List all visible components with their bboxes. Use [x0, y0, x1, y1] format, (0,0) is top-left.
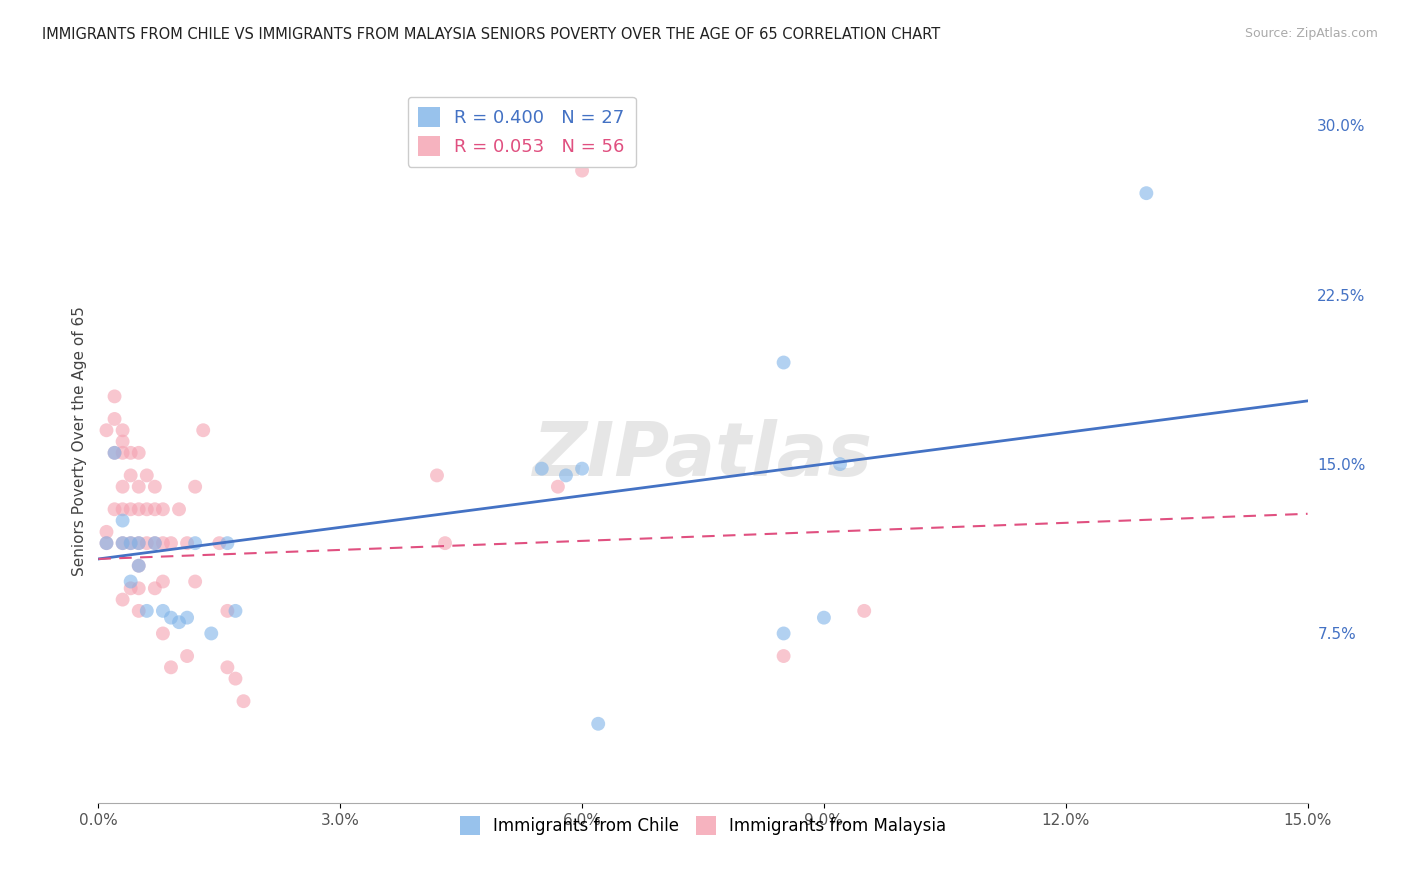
Point	[167, 615, 190, 630]
Point	[143, 502, 166, 516]
Point	[813, 610, 835, 624]
Point	[152, 502, 174, 516]
Point	[135, 536, 157, 550]
Point	[184, 536, 207, 550]
Point	[120, 446, 142, 460]
Point	[217, 660, 239, 674]
Point	[143, 536, 166, 550]
Point	[111, 536, 134, 550]
Point	[111, 480, 134, 494]
Point	[208, 536, 231, 550]
Point	[224, 604, 246, 618]
Point	[128, 558, 150, 573]
Point	[1135, 186, 1157, 201]
Text: Source: ZipAtlas.com: Source: ZipAtlas.com	[1244, 27, 1378, 40]
Point	[111, 536, 134, 550]
Point	[547, 480, 569, 494]
Point	[176, 648, 198, 663]
Point	[135, 604, 157, 618]
Text: ZIPatlas: ZIPatlas	[533, 419, 873, 492]
Point	[160, 536, 183, 550]
Point	[586, 716, 609, 731]
Point	[103, 389, 125, 403]
Point	[111, 502, 134, 516]
Y-axis label: Seniors Poverty Over the Age of 65: Seniors Poverty Over the Age of 65	[72, 307, 87, 576]
Point	[184, 480, 207, 494]
Point	[128, 446, 150, 460]
Point	[103, 412, 125, 426]
Point	[128, 536, 150, 550]
Point	[128, 582, 150, 596]
Point	[96, 536, 118, 550]
Point	[828, 457, 851, 471]
Point	[128, 604, 150, 618]
Point	[772, 355, 794, 369]
Point	[176, 536, 198, 550]
Point	[103, 446, 125, 460]
Point	[128, 558, 150, 573]
Point	[555, 468, 578, 483]
Point	[120, 536, 142, 550]
Point	[143, 582, 166, 596]
Legend: Immigrants from Chile, Immigrants from Malaysia: Immigrants from Chile, Immigrants from M…	[450, 806, 956, 845]
Point	[120, 468, 142, 483]
Point	[193, 423, 215, 437]
Point	[120, 582, 142, 596]
Point	[135, 502, 157, 516]
Point	[120, 536, 142, 550]
Point	[128, 536, 150, 550]
Point	[571, 461, 593, 475]
Point	[111, 423, 134, 437]
Point	[434, 536, 457, 550]
Point	[853, 604, 876, 618]
Point	[96, 524, 118, 539]
Point	[128, 480, 150, 494]
Point	[772, 626, 794, 640]
Point	[426, 468, 449, 483]
Point	[128, 502, 150, 516]
Point	[167, 502, 190, 516]
Point	[217, 536, 239, 550]
Point	[152, 604, 174, 618]
Point	[176, 610, 198, 624]
Point	[120, 574, 142, 589]
Point	[143, 480, 166, 494]
Point	[772, 648, 794, 663]
Point	[571, 163, 593, 178]
Point	[200, 626, 222, 640]
Point	[96, 423, 118, 437]
Point	[111, 592, 134, 607]
Point	[111, 446, 134, 460]
Point	[143, 536, 166, 550]
Point	[135, 468, 157, 483]
Point	[152, 536, 174, 550]
Text: IMMIGRANTS FROM CHILE VS IMMIGRANTS FROM MALAYSIA SENIORS POVERTY OVER THE AGE O: IMMIGRANTS FROM CHILE VS IMMIGRANTS FROM…	[42, 27, 941, 42]
Point	[232, 694, 254, 708]
Point	[224, 672, 246, 686]
Point	[111, 434, 134, 449]
Point	[96, 536, 118, 550]
Point	[217, 604, 239, 618]
Point	[111, 514, 134, 528]
Point	[160, 660, 183, 674]
Point	[530, 461, 553, 475]
Point	[120, 502, 142, 516]
Point	[184, 574, 207, 589]
Point	[103, 502, 125, 516]
Point	[152, 574, 174, 589]
Point	[160, 610, 183, 624]
Point	[103, 446, 125, 460]
Point	[152, 626, 174, 640]
